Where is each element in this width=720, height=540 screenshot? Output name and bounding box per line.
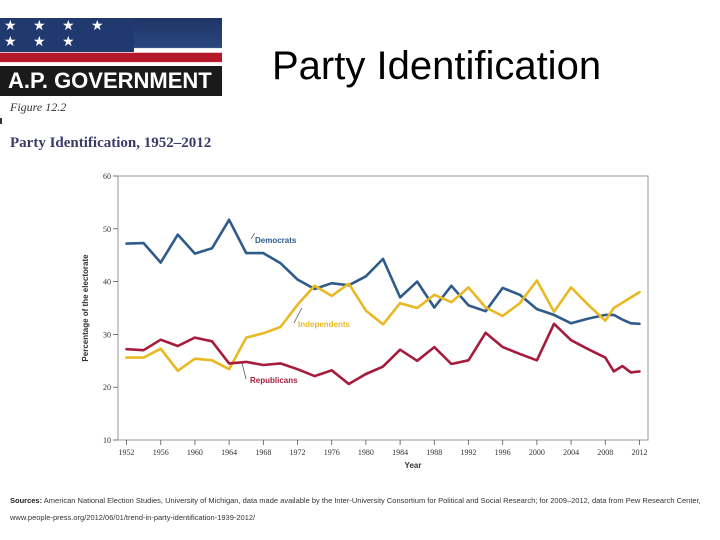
republicans-annotation: Republicans <box>250 376 298 385</box>
democrats-annotation: Democrats <box>255 236 297 245</box>
banner-text: A.P. GOVERNMENT <box>8 68 212 93</box>
x-tick-label: 2008 <box>597 448 613 457</box>
leader-line <box>241 362 247 380</box>
x-tick-label: 1972 <box>290 448 306 457</box>
x-tick-label: 1968 <box>255 448 271 457</box>
y-tick-label: 10 <box>103 436 111 445</box>
independents-annotation: Independents <box>298 320 351 329</box>
ap-government-banner: ★ ★ ★ ★ ★ ★ ★ A.P. GOVERNMENT <box>0 18 222 96</box>
x-tick-label: 1952 <box>119 448 135 457</box>
x-tick-label: 1996 <box>495 448 511 457</box>
x-tick-label: 2012 <box>631 448 647 457</box>
y-tick-label: 30 <box>103 330 111 339</box>
figure-title: Party Identification, 1952–2012 <box>10 135 212 151</box>
x-tick-label: 1984 <box>392 448 408 457</box>
flag-stars-icon: ★ ★ ★ ★ ★ ★ ★ <box>0 18 134 52</box>
edge-mark <box>0 118 2 124</box>
banner-bar: A.P. GOVERNMENT <box>0 66 222 96</box>
y-axis-label: Percentage of the electorate <box>81 254 90 362</box>
y-tick-label: 20 <box>103 383 111 392</box>
plot-frame <box>117 175 649 441</box>
leader-line <box>293 307 303 324</box>
x-tick-label: 2004 <box>563 448 579 457</box>
sources-label: Sources: <box>10 496 43 505</box>
slide-title: Party Identification <box>272 44 602 88</box>
x-tick-label: 1960 <box>187 448 203 457</box>
x-axis-label: Year <box>405 461 422 470</box>
chart-series <box>125 218 641 386</box>
figure-label: Figure 12.2 <box>10 100 67 114</box>
x-tick-label: 1964 <box>221 448 237 457</box>
x-tick-label: 1976 <box>324 448 340 457</box>
x-tick-label: 2000 <box>529 448 545 457</box>
sources-note: Sources: American National Election Stud… <box>10 492 715 526</box>
x-tick-label: 1988 <box>426 448 442 457</box>
leader-line <box>250 232 256 240</box>
y-tick-label: 40 <box>103 278 111 287</box>
republicans-line <box>125 322 641 386</box>
x-tick-label: 1980 <box>358 448 374 457</box>
y-tick-label: 60 <box>103 172 111 181</box>
independents-line <box>125 279 641 373</box>
chart-axes: 10 20 30 40 50 60 1952 1956 1960 1964 1968 1972 1976… <box>81 172 649 470</box>
democrats-line <box>125 218 641 326</box>
x-tick-label: 1992 <box>460 448 476 457</box>
x-tick-label: 1956 <box>153 448 169 457</box>
y-tick-label: 50 <box>103 225 111 234</box>
chart-labels: Democrats Independents Republicans <box>241 232 351 385</box>
sources-text: American National Election Studies, Univ… <box>10 496 701 522</box>
